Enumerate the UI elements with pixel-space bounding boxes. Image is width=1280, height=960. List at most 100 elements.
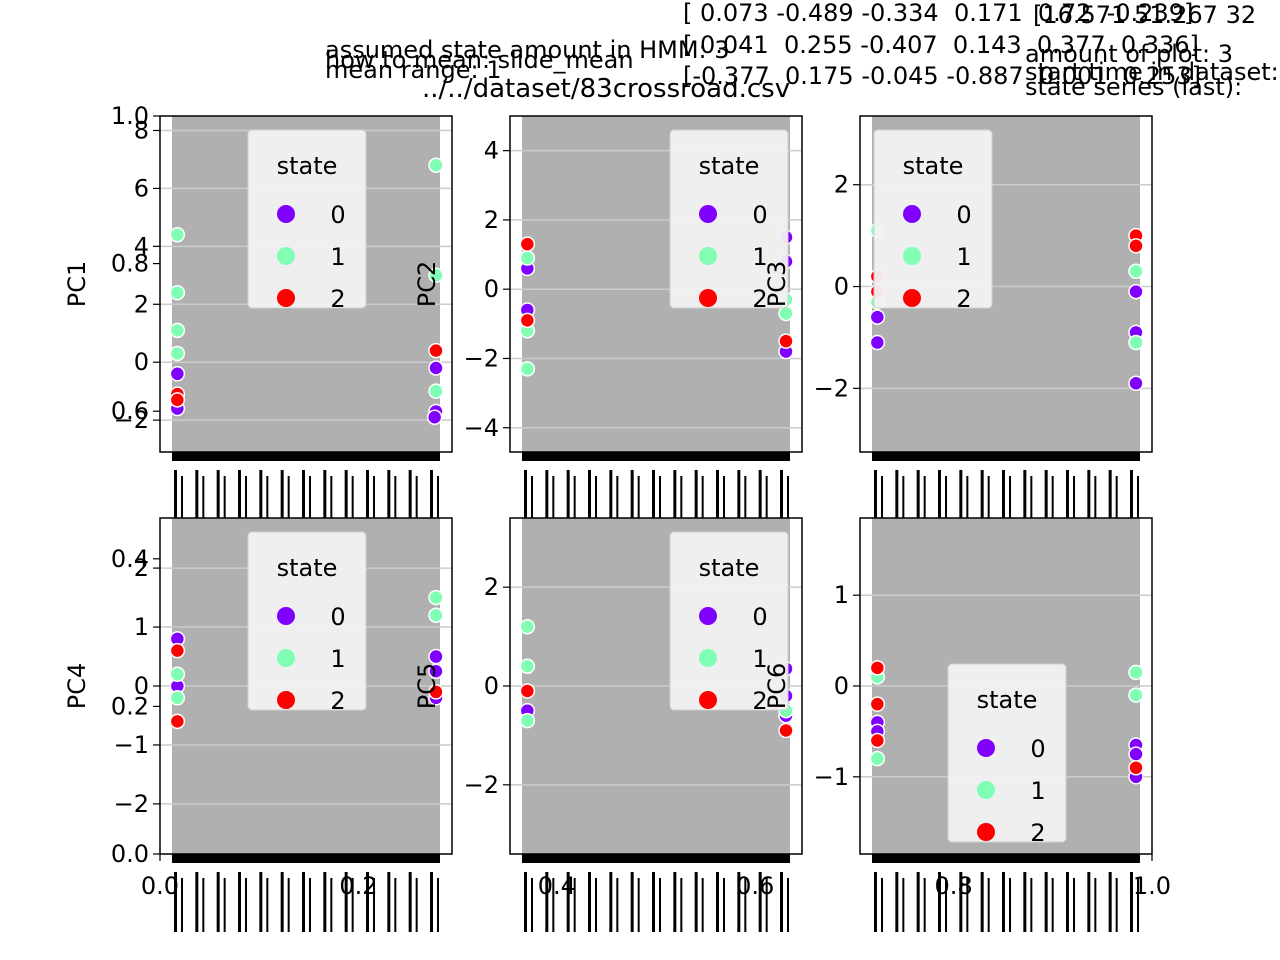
data-point bbox=[869, 732, 886, 749]
x-tick-label bbox=[1108, 872, 1112, 932]
x-tick-label bbox=[923, 476, 926, 530]
x-tick-label bbox=[302, 872, 305, 932]
x-tick-label bbox=[323, 872, 327, 932]
legend-label: 0 bbox=[752, 201, 767, 229]
legend-label: 1 bbox=[330, 243, 345, 271]
data-point bbox=[778, 305, 794, 322]
y-tick-label: 0.6 bbox=[111, 397, 149, 425]
x-tick-label bbox=[637, 476, 640, 530]
matrix-row: [ 0.073 -0.489 -0.334 0.171 0.72 -0.239] bbox=[683, 0, 1194, 27]
data-point bbox=[169, 690, 186, 706]
legend-marker bbox=[699, 289, 717, 307]
legend: state 0 1 2 bbox=[669, 129, 789, 313]
axes-frame bbox=[159, 115, 453, 453]
x-tick-strip bbox=[872, 452, 1140, 461]
x-tick-label bbox=[524, 872, 527, 932]
x-tick-label bbox=[266, 476, 269, 530]
x-tick-label bbox=[616, 476, 619, 530]
y-tick-label: 0 bbox=[834, 273, 849, 301]
data-point bbox=[428, 157, 444, 173]
x-tick-label bbox=[351, 476, 354, 530]
data-point bbox=[169, 366, 186, 382]
x-tick-label bbox=[680, 878, 683, 932]
run-info-line: [16.571 51.267 32 bbox=[1033, 1, 1257, 29]
x-tick-label bbox=[765, 878, 768, 932]
x-tick-label bbox=[916, 872, 920, 932]
x-tick-label bbox=[259, 872, 263, 932]
x-tick-label bbox=[1002, 470, 1005, 530]
y-tick-label: 0 bbox=[834, 672, 849, 700]
x-tick-label bbox=[181, 878, 183, 932]
run-info-line: state series (last): bbox=[1025, 73, 1243, 101]
hmm-info-line: assumed state amount in HMM: 3 bbox=[325, 36, 730, 64]
x-tick-label bbox=[744, 476, 747, 530]
subplot-pc1: −2 0 2 4 6 8 PC1 state 0 1 2 bbox=[63, 115, 453, 530]
legend-box bbox=[247, 129, 367, 309]
legend-label: 0 bbox=[956, 201, 971, 229]
x-tick-label bbox=[673, 872, 677, 932]
legend-marker bbox=[903, 205, 921, 223]
x-tick-label bbox=[373, 878, 375, 932]
x-tick-label bbox=[945, 878, 947, 932]
data-point bbox=[869, 750, 886, 767]
x-tick-label bbox=[1130, 470, 1133, 530]
x-tick-label bbox=[266, 878, 269, 932]
x-tick-label bbox=[1087, 872, 1091, 932]
legend-marker bbox=[977, 781, 995, 799]
x-tick-label bbox=[181, 476, 183, 530]
y-tick-label: 0 bbox=[484, 672, 499, 700]
x-tick-label bbox=[609, 470, 613, 530]
x-tick-label bbox=[344, 872, 348, 932]
data-point bbox=[778, 333, 794, 349]
data-point bbox=[169, 392, 186, 408]
legend-label: 2 bbox=[330, 285, 345, 313]
x-tick-label bbox=[895, 872, 899, 932]
run-info-line: amount of plot: 3 bbox=[1025, 40, 1233, 68]
data-point bbox=[1128, 375, 1144, 392]
x-tick-label bbox=[223, 476, 226, 530]
x-tick-label bbox=[758, 872, 762, 932]
x-tick-label bbox=[1115, 878, 1118, 932]
x-tick-labels bbox=[874, 872, 1139, 932]
x-tick-label bbox=[408, 872, 412, 932]
x-tick-label bbox=[1130, 872, 1133, 932]
x-tick-label bbox=[202, 878, 205, 932]
x-tick-label bbox=[566, 470, 570, 530]
x-tick-label bbox=[323, 470, 327, 530]
x-tick-strip bbox=[172, 452, 440, 461]
x-tick-label bbox=[874, 470, 877, 530]
legend-marker bbox=[699, 649, 717, 667]
x-tick-label bbox=[987, 476, 990, 530]
y-axis-label: PC6 bbox=[763, 663, 791, 710]
x-tick-label bbox=[744, 878, 747, 932]
x-tick-label bbox=[437, 878, 439, 932]
data-point bbox=[428, 648, 444, 665]
legend-marker bbox=[977, 823, 995, 841]
subplot-pc6: −1 0 1 PC6 state 0 1 2 bbox=[763, 517, 1153, 932]
x-tick-label bbox=[616, 878, 619, 932]
x-tick-label bbox=[238, 470, 241, 530]
x-tick-label bbox=[1094, 878, 1097, 932]
x-tick-label bbox=[630, 470, 634, 530]
data-point bbox=[169, 322, 186, 339]
data-point bbox=[428, 663, 444, 680]
y-axis-label: PC4 bbox=[63, 663, 91, 710]
legend: state 0 1 2 bbox=[247, 531, 367, 715]
y-tick-label: 0 bbox=[134, 348, 149, 376]
x-tick-label bbox=[573, 476, 576, 530]
x-tick-label bbox=[344, 470, 348, 530]
y-tick-label: −2 bbox=[814, 374, 849, 402]
y-tick-label: 1.0 bbox=[111, 102, 149, 130]
x-tick-label bbox=[259, 470, 263, 530]
x-tick-label bbox=[223, 878, 226, 932]
legend-marker bbox=[977, 739, 995, 757]
legend-label: 2 bbox=[330, 687, 345, 715]
x-tick-label bbox=[787, 476, 789, 530]
x-tick-label bbox=[1002, 872, 1005, 932]
axes-frame bbox=[859, 115, 1153, 453]
x-tick-labels bbox=[174, 872, 439, 932]
y-tick-label: 6 bbox=[134, 174, 149, 202]
x-tick-label bbox=[1087, 470, 1091, 530]
legend-label: 2 bbox=[1030, 819, 1045, 847]
x-tick-label bbox=[966, 878, 969, 932]
